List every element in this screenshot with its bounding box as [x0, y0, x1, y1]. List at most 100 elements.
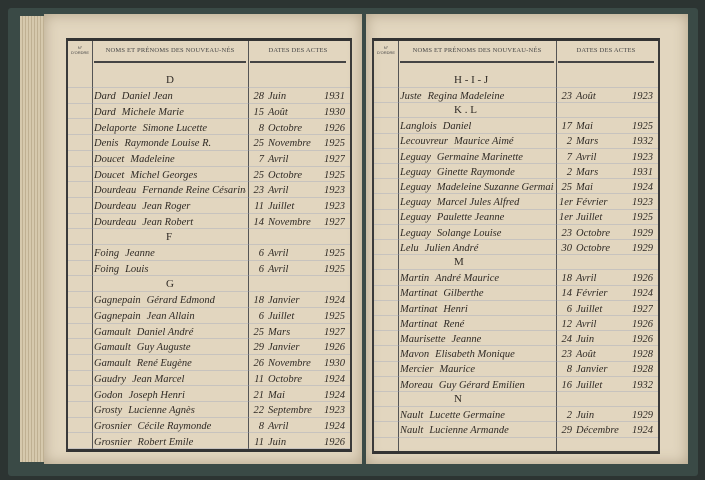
entry-names: Foing Jeanne [94, 248, 246, 259]
entry-date: 7 Avril 1927 [251, 154, 345, 165]
entry-date: 28 Juin 1931 [251, 91, 346, 102]
ruled-line [68, 291, 350, 293]
entry-day: 22 [253, 405, 265, 417]
names-header: NOMS ET PRÉNOMS DES NOUVEAU-NÉS [105, 47, 235, 54]
entry-surname: Martinat [400, 303, 438, 315]
entry-surname: Lecouvreur [400, 136, 449, 148]
ruled-line [374, 147, 658, 149]
letter-heading: K . L [454, 104, 477, 117]
entry-year: 1932 [632, 379, 653, 391]
entry-day: 23 [253, 185, 265, 197]
column-divider [398, 41, 399, 451]
entry-day: 23 [561, 349, 573, 361]
register-entry: Grosty Lucienne Agnès 22 Septembre 1923 [94, 404, 345, 418]
register-entry: Gamault Daniel André 25 Mars 1927 [94, 325, 345, 339]
entry-given-names: André Maurice [435, 273, 500, 285]
entry-day: 6 [566, 303, 572, 315]
entry-year: 1926 [632, 273, 653, 285]
entry-year: 1926 [324, 436, 345, 448]
entry-given-names: Fernande Reine Césarine [142, 185, 246, 197]
entry-month: Juillet [268, 311, 295, 322]
entry-year: 1923 [632, 151, 653, 163]
register-entry: Denis Raymonde Louise R. 25 Novembre 1925 [94, 137, 345, 151]
letter-heading: F [166, 231, 173, 243]
entry-date: 14 Février 1924 [559, 288, 654, 299]
entry-surname: Leguay [400, 151, 431, 163]
entry-month: Mars [576, 136, 599, 148]
ruled-line [374, 239, 658, 240]
entry-year: 1923 [632, 197, 653, 209]
entry-month: Novembre [268, 138, 311, 150]
entry-month: Novembre [268, 358, 311, 370]
entry-surname: Dourdeau [94, 216, 137, 228]
entry-names: Dard Michele Marie [94, 107, 246, 118]
entry-names: Maurisette Jeanne [400, 334, 554, 345]
entry-year: 1930 [324, 106, 345, 118]
entry-day: 21 [253, 389, 265, 401]
entry-surname: Godon [94, 389, 123, 401]
entry-day: 14 [253, 216, 265, 228]
register-entry: Dard Michele Marie 15 Août 1930 [94, 105, 345, 119]
entry-given-names: Henri [443, 303, 468, 315]
entry-names: Grosnier Robert Emile [94, 437, 246, 448]
register-entry: Grosnier Cécile Raymonde 8 Avril 1924 [94, 419, 345, 433]
ruled-line [68, 134, 350, 136]
entry-names: Lecouvreur Maurice Aimé [400, 136, 554, 147]
entry-names: Mercier Maurice [400, 364, 554, 375]
entry-names: Langlois Daniel [400, 121, 554, 132]
entry-date: 30 Octobre 1929 [559, 243, 654, 254]
ruled-line [374, 299, 658, 301]
entry-date: 6 Avril 1925 [251, 264, 345, 275]
entry-year: 1925 [324, 138, 345, 150]
ruled-line [374, 391, 658, 392]
entry-day: 18 [561, 273, 573, 285]
entry-year: 1925 [632, 121, 653, 133]
entry-surname: Gaudry [94, 373, 127, 385]
ruled-line [374, 193, 658, 195]
entry-surname: Dourdeau [94, 201, 137, 213]
ruled-line [68, 228, 350, 230]
entry-month: Juillet [576, 212, 603, 224]
entry-names: Gamault Daniel André [94, 327, 246, 338]
entry-surname: Moreau [400, 379, 433, 391]
entry-given-names: Jean Roger [142, 201, 191, 213]
entry-surname: Foing [94, 263, 120, 275]
register-entry: Delaporte Simone Lucette 8 Octobre 1926 [94, 121, 345, 135]
entry-year: 1927 [632, 303, 653, 315]
entry-names: Grosnier Cécile Raymonde [94, 421, 246, 432]
column-divider [556, 41, 557, 451]
entry-day: 7 [566, 151, 572, 163]
ruled-line [68, 165, 350, 167]
ruled-line [68, 212, 350, 214]
letter-heading: D [166, 74, 174, 86]
entry-surname: Gagnepain [94, 295, 141, 307]
entry-day: 25 [253, 138, 265, 150]
letter-heading: H - I - J [454, 74, 489, 86]
entry-given-names: Regina Madeleine [427, 90, 505, 102]
entry-surname: Denis [94, 138, 119, 150]
ruled-line [68, 259, 350, 261]
entry-surname: Nault [400, 409, 424, 421]
register-entry: Doucet Madeleine 7 Avril 1927 [94, 153, 345, 167]
entry-names: Foing Louis [94, 264, 246, 275]
entry-year: 1927 [324, 216, 345, 228]
entry-date: 25 Mars 1927 [251, 327, 346, 338]
ruled-line [374, 132, 658, 134]
ruled-line [68, 118, 350, 120]
entry-given-names: Jean Allain [146, 311, 195, 322]
entry-month: Juillet [576, 379, 603, 391]
ruled-line [68, 306, 350, 308]
entry-date: 8 Avril 1924 [251, 421, 345, 432]
entry-given-names: Simone Lucette [142, 122, 208, 134]
entry-surname: Martinat [400, 318, 438, 330]
entry-date: 2 Mars 1932 [559, 136, 653, 147]
entry-names: Gaudry Jean Marcel [94, 374, 246, 385]
entry-surname: Dard [94, 91, 116, 103]
ruled-line [68, 369, 350, 371]
entry-year: 1927 [324, 154, 345, 165]
entry-day: 29 [561, 425, 573, 437]
ruled-line [374, 178, 658, 180]
entry-month: Juin [576, 409, 595, 421]
register-entry: Gamault Guy Auguste 29 Janvier 1926 [94, 341, 345, 355]
entry-given-names: Guy Gérard Emilien [438, 379, 525, 391]
